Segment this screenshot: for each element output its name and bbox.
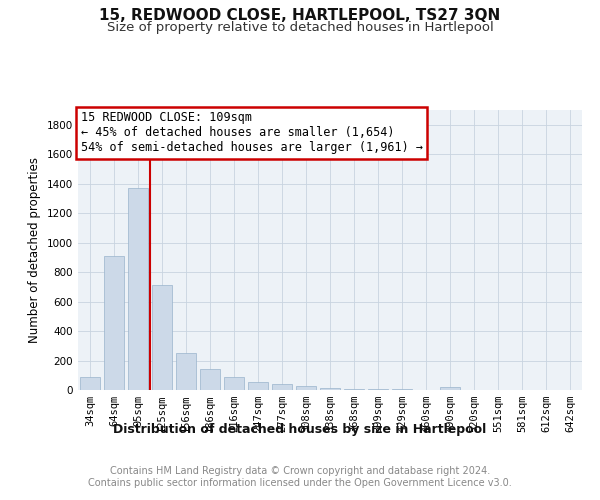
Bar [296,386,316,390]
Bar [440,387,460,390]
Bar [344,388,364,390]
Text: 15, REDWOOD CLOSE, HARTLEPOOL, TS27 3QN: 15, REDWOOD CLOSE, HARTLEPOOL, TS27 3QN [100,8,500,22]
Y-axis label: Number of detached properties: Number of detached properties [28,157,41,343]
Bar [320,388,340,390]
Text: Contains HM Land Registry data © Crown copyright and database right 2024.
Contai: Contains HM Land Registry data © Crown c… [88,466,512,487]
Bar [128,188,148,390]
Bar [200,368,220,390]
Bar [224,378,244,390]
Bar [176,353,196,390]
Text: Distribution of detached houses by size in Hartlepool: Distribution of detached houses by size … [113,422,487,436]
Text: 15 REDWOOD CLOSE: 109sqm
← 45% of detached houses are smaller (1,654)
54% of sem: 15 REDWOOD CLOSE: 109sqm ← 45% of detach… [80,112,422,154]
Bar [80,376,100,390]
Bar [272,384,292,390]
Bar [104,256,124,390]
Bar [152,286,172,390]
Bar [248,382,268,390]
Text: Size of property relative to detached houses in Hartlepool: Size of property relative to detached ho… [107,21,493,34]
